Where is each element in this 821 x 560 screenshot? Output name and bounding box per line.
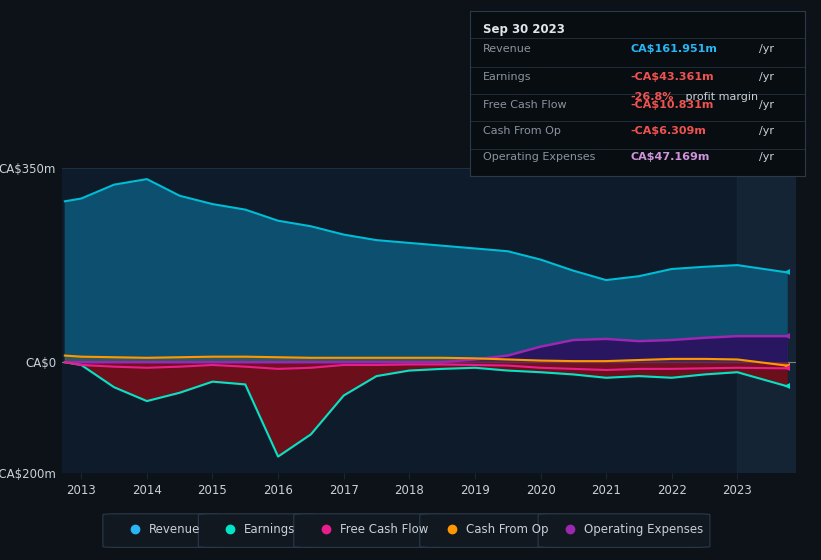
- Text: /yr: /yr: [759, 72, 774, 82]
- FancyBboxPatch shape: [538, 514, 710, 548]
- Text: /yr: /yr: [759, 44, 774, 54]
- Text: Cash From Op: Cash From Op: [466, 523, 548, 536]
- Text: Operating Expenses: Operating Expenses: [584, 523, 703, 536]
- Text: Revenue: Revenue: [149, 523, 200, 536]
- FancyBboxPatch shape: [294, 514, 443, 548]
- Text: /yr: /yr: [759, 126, 774, 136]
- Text: Free Cash Flow: Free Cash Flow: [483, 100, 566, 110]
- Text: profit margin: profit margin: [682, 92, 759, 102]
- Text: -26.8%: -26.8%: [631, 92, 674, 102]
- Text: CA$161.951m: CA$161.951m: [631, 44, 718, 54]
- Bar: [737, 168, 796, 473]
- Text: /yr: /yr: [759, 100, 774, 110]
- Text: CA$47.169m: CA$47.169m: [631, 152, 710, 162]
- Text: -CA$10.831m: -CA$10.831m: [631, 100, 713, 110]
- FancyBboxPatch shape: [199, 514, 317, 548]
- FancyBboxPatch shape: [103, 514, 221, 548]
- Text: -CA$43.361m: -CA$43.361m: [631, 72, 714, 82]
- Text: /yr: /yr: [759, 152, 774, 162]
- Text: Cash From Op: Cash From Op: [483, 126, 561, 136]
- Text: Operating Expenses: Operating Expenses: [483, 152, 595, 162]
- Text: Free Cash Flow: Free Cash Flow: [340, 523, 428, 536]
- FancyBboxPatch shape: [420, 514, 561, 548]
- Text: Earnings: Earnings: [244, 523, 296, 536]
- Text: Revenue: Revenue: [483, 44, 532, 54]
- Text: Earnings: Earnings: [483, 72, 531, 82]
- Text: Sep 30 2023: Sep 30 2023: [483, 23, 565, 36]
- Text: -CA$6.309m: -CA$6.309m: [631, 126, 706, 136]
